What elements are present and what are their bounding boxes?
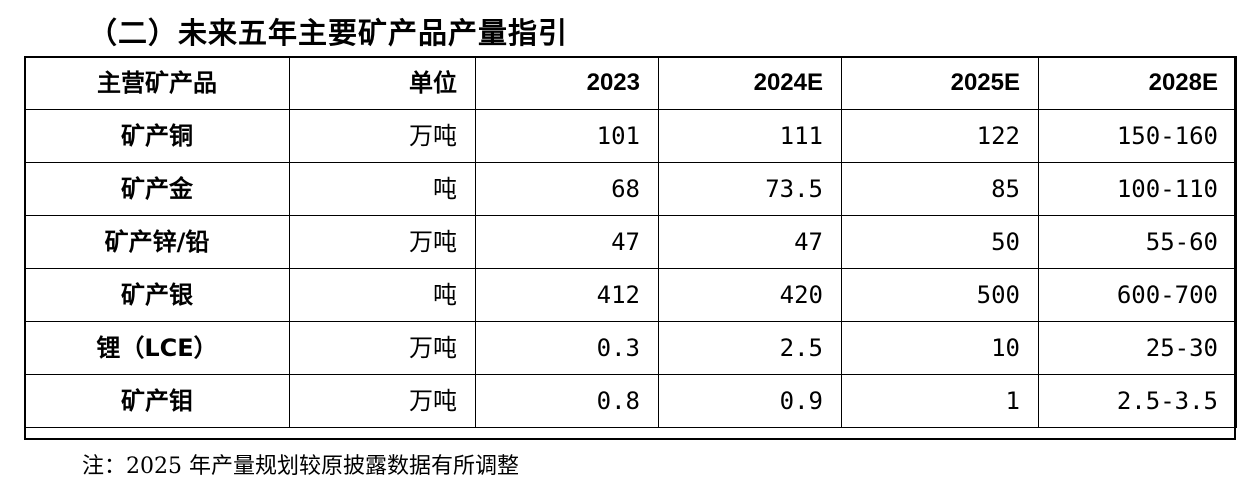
- header-product: 主营矿产品: [24, 56, 290, 110]
- product-cell: 矿产钼: [24, 374, 290, 428]
- value-2028e-cell: 25-30: [1038, 321, 1237, 375]
- unit-cell: 万吨: [289, 374, 476, 428]
- value-2025e-cell: 122: [841, 109, 1039, 163]
- table-row: 矿产金 吨 68 73.5 85 100-110: [24, 162, 1237, 216]
- value-2028e-cell: 55-60: [1038, 215, 1237, 269]
- value-2028e-cell: 150-160: [1038, 109, 1237, 163]
- value-2025e-cell: 1: [841, 374, 1039, 428]
- table-row: 矿产银 吨 412 420 500 600-700: [24, 268, 1237, 322]
- value-2025e-cell: 10: [841, 321, 1039, 375]
- value-2023-cell: 0.3: [475, 321, 659, 375]
- value-2028e-cell: 2.5-3.5: [1038, 374, 1237, 428]
- table-row: 矿产钼 万吨 0.8 0.9 1 2.5-3.5: [24, 374, 1237, 428]
- table-row: 矿产锌/铅 万吨 47 47 50 55-60: [24, 215, 1237, 269]
- value-2023-cell: 47: [475, 215, 659, 269]
- table-footnote: 注：2025 年产量规划较原披露数据有所调整: [82, 454, 519, 479]
- production-guidance-table: 主营矿产品 单位 2023 2024E 2025E 2028E 矿产铜 万吨 1…: [24, 56, 1237, 428]
- value-2025e-cell: 85: [841, 162, 1039, 216]
- value-2024e-cell: 2.5: [658, 321, 842, 375]
- table-row: 矿产铜 万吨 101 111 122 150-160: [24, 109, 1237, 163]
- value-2024e-cell: 111: [658, 109, 842, 163]
- value-2023-cell: 412: [475, 268, 659, 322]
- value-2025e-cell: 500: [841, 268, 1039, 322]
- value-2024e-cell: 0.9: [658, 374, 842, 428]
- header-2023: 2023: [475, 56, 659, 110]
- table-outer-border: [24, 56, 1236, 440]
- value-2028e-cell: 100-110: [1038, 162, 1237, 216]
- header-unit: 单位: [289, 56, 476, 110]
- product-cell: 矿产银: [24, 268, 290, 322]
- header-2028e: 2028E: [1038, 56, 1237, 110]
- page-title: （二）未来五年主要矿产品产量指引: [88, 16, 569, 50]
- unit-cell: 万吨: [289, 215, 476, 269]
- unit-cell: 万吨: [289, 321, 476, 375]
- table-row: 锂（LCE） 万吨 0.3 2.5 10 25-30: [24, 321, 1237, 375]
- value-2023-cell: 0.8: [475, 374, 659, 428]
